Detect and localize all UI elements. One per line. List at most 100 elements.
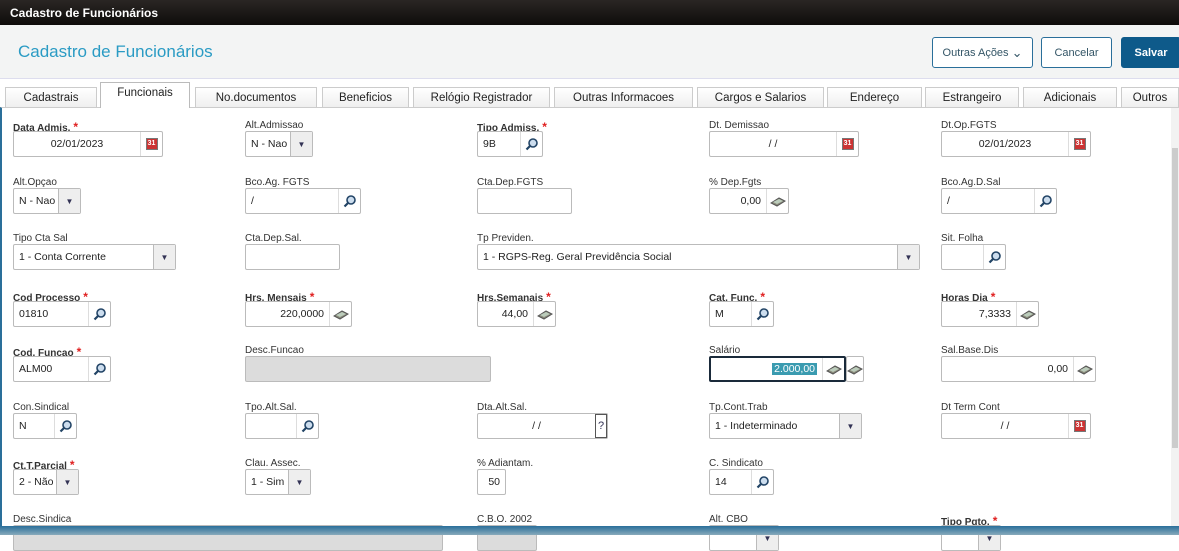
hrs-mensais-value[interactable]: 220,0000: [246, 302, 329, 326]
cod-processo-field[interactable]: 01810: [13, 301, 111, 327]
calendar-icon[interactable]: 31: [836, 132, 858, 156]
cta-dep-sal-value[interactable]: [246, 245, 339, 269]
dropdown-arrow-icon[interactable]: ▼: [897, 245, 919, 269]
data-admis-field[interactable]: 02/01/2023 31: [13, 131, 163, 157]
sal-base-dis-value[interactable]: 0,00: [942, 357, 1073, 381]
cancelar-button[interactable]: Cancelar: [1041, 37, 1112, 68]
ct-t-parcial-field[interactable]: 2 - Não ▼: [13, 469, 79, 495]
magnifier-icon[interactable]: [751, 470, 773, 494]
magnifier-icon[interactable]: [751, 302, 773, 326]
magnifier-icon[interactable]: [296, 414, 318, 438]
calendar-icon[interactable]: 31: [140, 132, 162, 156]
sit-folha-field[interactable]: [941, 244, 1006, 270]
magnifier-icon[interactable]: [520, 132, 542, 156]
tpo-alt-sal-value[interactable]: [246, 414, 296, 438]
sal-base-dis-field[interactable]: 0,00: [941, 356, 1096, 382]
alt-admissao-field[interactable]: N - Nao ▼: [245, 131, 313, 157]
dt-op-fgts-value[interactable]: 02/01/2023: [942, 132, 1068, 156]
sal-rio-value[interactable]: 2.000,00: [711, 358, 822, 380]
bco-ag-d-sal-field[interactable]: /: [941, 188, 1057, 214]
tab-estrangeiro[interactable]: Estrangeiro: [925, 87, 1019, 108]
con-sindical-value[interactable]: N: [14, 414, 54, 438]
dropdown-arrow-icon[interactable]: ▼: [290, 132, 312, 156]
alt-op-ao-value[interactable]: N - Nao: [14, 189, 58, 213]
dt-term-cont-field[interactable]: / / 31: [941, 413, 1091, 439]
outras-acoes-button[interactable]: Outras Ações ⌄: [932, 37, 1033, 68]
dep-fgts-value[interactable]: 0,00: [710, 189, 766, 213]
con-sindical-field[interactable]: N: [13, 413, 77, 439]
dropdown-arrow-icon[interactable]: ▼: [58, 189, 80, 213]
cta-dep-fgts-value[interactable]: [478, 189, 571, 213]
tab-no-documentos[interactable]: No.documentos: [195, 87, 317, 108]
cta-dep-fgts-field[interactable]: [477, 188, 572, 214]
alt-op-ao-field[interactable]: N - Nao ▼: [13, 188, 81, 214]
cod-funcao-value[interactable]: ALM00: [14, 357, 88, 381]
salvar-button[interactable]: Salvar: [1121, 37, 1179, 68]
calculator-icon[interactable]: [533, 302, 555, 326]
dropdown-arrow-icon[interactable]: ▼: [56, 470, 78, 494]
clau-assec-field[interactable]: 1 - Sim ▼: [245, 469, 311, 495]
adiantam-field[interactable]: 50: [477, 469, 506, 495]
magnifier-icon[interactable]: [88, 302, 110, 326]
bco-ag-d-sal-value[interactable]: /: [942, 189, 1034, 213]
horas-dia-field[interactable]: 7,3333: [941, 301, 1039, 327]
clau-assec-value[interactable]: 1 - Sim: [246, 470, 288, 494]
tpo-alt-sal-field[interactable]: [245, 413, 319, 439]
tab-funcionais[interactable]: Funcionais: [100, 82, 190, 108]
tab-cadastrais[interactable]: Cadastrais: [5, 87, 97, 108]
dep-fgts-field[interactable]: 0,00: [709, 188, 789, 214]
tp-previden-value[interactable]: 1 - RGPS-Reg. Geral Previdência Social: [478, 245, 897, 269]
tp-cont-trab-field[interactable]: 1 - Indeterminado ▼: [709, 413, 862, 439]
dta-alt-sal-value[interactable]: / /: [478, 414, 595, 438]
magnifier-icon[interactable]: [1034, 189, 1056, 213]
help-icon[interactable]: ?: [595, 414, 607, 438]
data-admis-value[interactable]: 02/01/2023: [14, 132, 140, 156]
tab-endere-o[interactable]: Endereço: [827, 87, 922, 108]
magnifier-icon[interactable]: [338, 189, 360, 213]
tab-outras-informacoes[interactable]: Outras Informacoes: [554, 87, 693, 108]
tipo-cta-sal-field[interactable]: 1 - Conta Corrente ▼: [13, 244, 176, 270]
bco-ag-fgts-field[interactable]: /: [245, 188, 361, 214]
alt-admissao-value[interactable]: N - Nao: [246, 132, 290, 156]
dropdown-arrow-icon[interactable]: ▼: [839, 414, 861, 438]
calendar-icon[interactable]: 31: [1068, 414, 1090, 438]
tab-beneficios[interactable]: Beneficios: [322, 87, 409, 108]
hrs-mensais-field[interactable]: 220,0000: [245, 301, 352, 327]
cat-func-field[interactable]: M: [709, 301, 774, 327]
dt-demissao-value[interactable]: / /: [710, 132, 836, 156]
calculator-icon[interactable]: [1016, 302, 1038, 326]
c-sindicato-value[interactable]: 14: [710, 470, 751, 494]
hrs-semanais-field[interactable]: 44,00: [477, 301, 556, 327]
sit-folha-value[interactable]: [942, 245, 983, 269]
calculator-icon[interactable]: [846, 356, 864, 382]
magnifier-icon[interactable]: [88, 357, 110, 381]
dt-demissao-field[interactable]: / / 31: [709, 131, 859, 157]
scrollbar[interactable]: [1171, 108, 1179, 526]
tipo-admiss-field[interactable]: 9B: [477, 131, 543, 157]
cod-processo-value[interactable]: 01810: [14, 302, 88, 326]
dta-alt-sal-field[interactable]: / /?: [477, 413, 608, 439]
tipo-admiss-value[interactable]: 9B: [478, 132, 520, 156]
horas-dia-value[interactable]: 7,3333: [942, 302, 1016, 326]
calculator-icon[interactable]: [822, 358, 844, 380]
desc-funcao-field[interactable]: [245, 356, 491, 382]
calculator-icon[interactable]: [1073, 357, 1095, 381]
tab-cargos-e-salarios[interactable]: Cargos e Salarios: [697, 87, 824, 108]
scrollbar-thumb[interactable]: [1172, 148, 1178, 448]
cat-func-value[interactable]: M: [710, 302, 751, 326]
adiantam-value[interactable]: 50: [478, 470, 505, 494]
calendar-icon[interactable]: 31: [1068, 132, 1090, 156]
dropdown-arrow-icon[interactable]: ▼: [288, 470, 310, 494]
sal-rio-field[interactable]: 2.000,00: [709, 356, 846, 382]
tab-rel-gio-registrador[interactable]: Relógio Registrador: [413, 87, 550, 108]
dt-op-fgts-field[interactable]: 02/01/2023 31: [941, 131, 1091, 157]
dropdown-arrow-icon[interactable]: ▼: [153, 245, 175, 269]
magnifier-icon[interactable]: [54, 414, 76, 438]
dt-term-cont-value[interactable]: / /: [942, 414, 1068, 438]
ct-t-parcial-value[interactable]: 2 - Não: [14, 470, 56, 494]
bco-ag-fgts-value[interactable]: /: [246, 189, 338, 213]
hrs-semanais-value[interactable]: 44,00: [478, 302, 533, 326]
cta-dep-sal-field[interactable]: [245, 244, 340, 270]
calculator-icon[interactable]: [329, 302, 351, 326]
desc-funcao-value[interactable]: [246, 357, 490, 381]
